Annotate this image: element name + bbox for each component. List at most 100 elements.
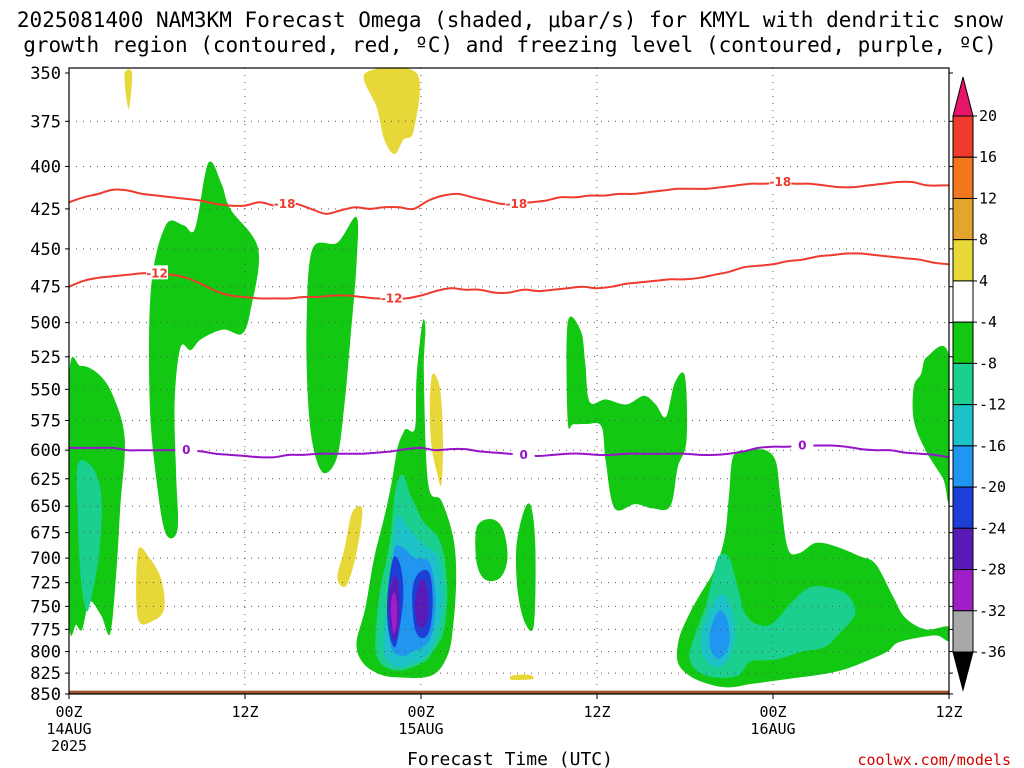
contour-label-1-0: -12 (146, 266, 168, 280)
omega-region-2 (148, 161, 260, 539)
omega-region-8 (429, 373, 444, 487)
y-tick-label-575: 575 (30, 411, 61, 431)
colorbar-tick-label-13: -36 (979, 643, 1006, 661)
y-tick-label-450: 450 (30, 240, 61, 260)
y-tick-label-525: 525 (30, 348, 61, 368)
colorbar-bin-6 (952, 321, 974, 364)
colorbar-tick-label-6: -8 (979, 354, 997, 372)
omega-region-6 (136, 547, 165, 625)
y-tick-label-700: 700 (30, 549, 61, 569)
contour-label-2-0: 0 (182, 443, 190, 457)
omega-region-20 (515, 503, 536, 632)
colorbar-bin-10 (952, 486, 974, 529)
colorbar-bin-2 (952, 156, 974, 199)
x-tick-label-48: 00Z (759, 703, 786, 721)
contour-label-0-0: -18 (274, 197, 296, 211)
y-tick-label-650: 650 (30, 497, 61, 517)
y-axis-ticks: 350 375 400 425 450 475 500 525 550 575 600 625 650 6… (30, 64, 953, 705)
x-tick-label-36: 12Z (583, 703, 610, 721)
contour-label-bg-0-1 (505, 195, 528, 210)
omega-region-26 (912, 345, 949, 503)
contour-line-1 (69, 252, 949, 300)
colorbar-bin-13 (952, 610, 974, 653)
chart-title-line1: 2025081400 NAM3KM Forecast Omega (shaded… (17, 8, 1004, 32)
colorbar-bin-9 (952, 445, 974, 488)
chart-title-line2: growth region (contoured, red, ºC) and f… (23, 33, 997, 57)
y-tick-label-500: 500 (30, 314, 61, 334)
x-tick-date-24: 15AUG (398, 720, 443, 738)
x-tick-date-48: 16AUG (750, 720, 795, 738)
y-tick-label-800: 800 (30, 643, 61, 663)
y-tick-label-725: 725 (30, 574, 61, 594)
contour-line-2 (69, 444, 949, 459)
y-tick-label-550: 550 (30, 380, 61, 400)
contour-label-bg-1-1 (380, 290, 403, 305)
plot-frame (68, 67, 950, 695)
x-tick-label-60: 12Z (935, 703, 962, 721)
colorbar: 20 16 12 8 4 -4 -8 -12 -16 -20 -24 -28 -32 -36 (952, 76, 1006, 692)
y-tick-label-400: 400 (30, 157, 61, 177)
omega-shading (69, 68, 949, 688)
colorbar-tick-label-4: 4 (979, 272, 988, 290)
omega-region-1 (76, 460, 102, 612)
omega-region-3 (306, 216, 359, 474)
x-axis-label: Forecast Time (UTC) (407, 749, 613, 768)
colorbar-bin-bottom (952, 651, 974, 692)
y-tick-label-850: 850 (30, 685, 61, 705)
contour-label-bg-2-2 (791, 437, 814, 452)
colorbar-tick-label-10: -24 (979, 519, 1006, 537)
x-tick-date-0: 14AUG (46, 720, 91, 738)
contour-lines: -18 -18 -18 -12 -12 0 0 0 (69, 174, 949, 462)
contour-label-bg-0-0 (273, 195, 296, 210)
contour-label-bg-0-2 (769, 174, 792, 189)
y-tick-label-350: 350 (30, 64, 61, 84)
y-tick-label-600: 600 (30, 441, 61, 461)
omega-region-25 (709, 610, 730, 659)
y-tick-label-675: 675 (30, 524, 61, 544)
colorbar-bin-12 (952, 569, 974, 612)
colorbar-bin-7 (952, 362, 974, 406)
omega-region-18 (390, 592, 398, 634)
contour-label-0-2: -18 (769, 175, 791, 189)
colorbar-tick-label-8: -16 (979, 437, 1006, 455)
colorbar-tick-label-2: 12 (979, 189, 997, 207)
colorbar-bin-3 (952, 197, 974, 241)
contour-label-2-1: 0 (519, 448, 527, 462)
contour-label-0-1: -18 (505, 197, 527, 211)
colorbar-tick-label-1: 16 (979, 148, 997, 166)
y-tick-label-750: 750 (30, 597, 61, 617)
colorbar-tick-label-3: 8 (979, 231, 988, 249)
y-tick-label-825: 825 (30, 664, 61, 684)
contour-label-2-2: 0 (798, 439, 806, 453)
contour-label-bg-1-0 (146, 265, 168, 280)
y-tick-label-625: 625 (30, 470, 61, 490)
colorbar-bin-8 (952, 404, 974, 447)
colorbar-tick-label-5: -4 (979, 313, 997, 331)
omega-region-4 (363, 68, 420, 155)
colorbar-tick-label-9: -20 (979, 478, 1006, 496)
colorbar-bin-4 (952, 239, 974, 282)
omega-region-19 (475, 519, 508, 582)
y-tick-label-475: 475 (30, 278, 61, 298)
omega-region-17 (415, 578, 429, 629)
contour-label-bg-2-0 (175, 442, 198, 457)
omega-region-7 (337, 505, 363, 588)
omega-region-9 (509, 674, 534, 681)
x-tick-label-12: 12Z (231, 703, 258, 721)
x-tick-year-0: 2025 (51, 737, 87, 755)
colorbar-bin-11 (952, 527, 974, 571)
colorbar-tick-label-11: -28 (979, 561, 1006, 579)
colorbar-bin-top (952, 76, 974, 117)
x-tick-label-0: 00Z (55, 703, 82, 721)
colorbar-bin-1 (952, 115, 974, 158)
terrain-band-rect (69, 690, 949, 694)
colorbar-tick-label-12: -32 (979, 602, 1006, 620)
x-tick-label-24: 00Z (407, 703, 434, 721)
y-tick-label-375: 375 (30, 112, 61, 132)
contour-label-1-1: -12 (381, 291, 403, 305)
contour-label-bg-2-1 (512, 446, 535, 461)
colorbar-tick-label-0: 20 (979, 107, 997, 125)
colorbar-tick-label-7: -12 (979, 396, 1006, 414)
